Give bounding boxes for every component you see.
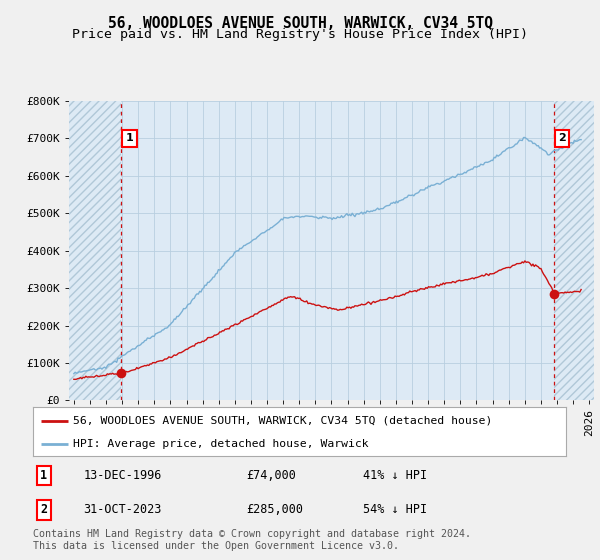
Text: £74,000: £74,000 — [246, 469, 296, 482]
Text: 56, WOODLOES AVENUE SOUTH, WARWICK, CV34 5TQ: 56, WOODLOES AVENUE SOUTH, WARWICK, CV34… — [107, 16, 493, 31]
Text: 1: 1 — [125, 133, 133, 143]
Text: Contains HM Land Registry data © Crown copyright and database right 2024.
This d: Contains HM Land Registry data © Crown c… — [33, 529, 471, 551]
Text: 31-OCT-2023: 31-OCT-2023 — [83, 503, 162, 516]
Text: 54% ↓ HPI: 54% ↓ HPI — [364, 503, 427, 516]
Text: 1: 1 — [40, 469, 47, 482]
Text: 13-DEC-1996: 13-DEC-1996 — [83, 469, 162, 482]
Bar — [554, 101, 594, 400]
Text: 2: 2 — [40, 503, 47, 516]
Text: 41% ↓ HPI: 41% ↓ HPI — [364, 469, 427, 482]
Text: 2: 2 — [559, 133, 566, 143]
Text: £285,000: £285,000 — [246, 503, 303, 516]
Bar — [69, 101, 121, 400]
Text: Price paid vs. HM Land Registry's House Price Index (HPI): Price paid vs. HM Land Registry's House … — [72, 28, 528, 41]
Text: 56, WOODLOES AVENUE SOUTH, WARWICK, CV34 5TQ (detached house): 56, WOODLOES AVENUE SOUTH, WARWICK, CV34… — [73, 416, 493, 426]
Text: HPI: Average price, detached house, Warwick: HPI: Average price, detached house, Warw… — [73, 439, 368, 449]
